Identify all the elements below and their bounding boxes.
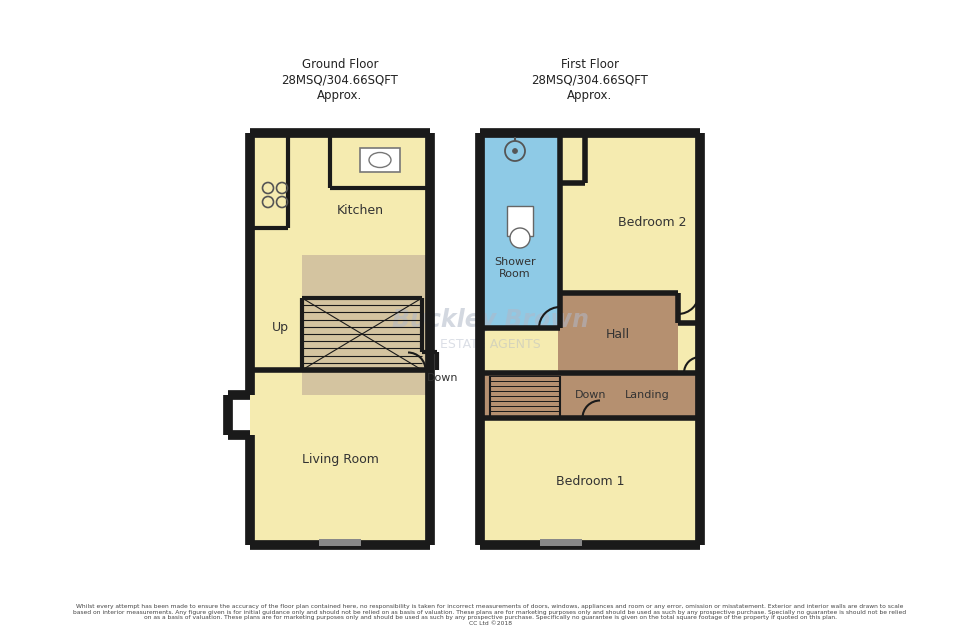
Bar — [480, 133, 560, 328]
Bar — [302, 298, 422, 370]
Bar — [480, 373, 700, 418]
Text: Down: Down — [427, 373, 459, 383]
Bar — [360, 148, 400, 172]
Text: Bedroom 1: Bedroom 1 — [556, 475, 624, 488]
Text: Bedroom 2: Bedroom 2 — [618, 217, 687, 229]
Text: Ground Floor
28MSQ/304.66SQFT
Approx.: Ground Floor 28MSQ/304.66SQFT Approx. — [281, 58, 399, 101]
Bar — [480, 133, 700, 545]
Text: Landing: Landing — [625, 390, 669, 400]
Bar — [302, 255, 430, 395]
Text: Up: Up — [272, 320, 289, 333]
Bar — [319, 539, 361, 546]
Text: Buckley Brown: Buckley Brown — [391, 308, 589, 332]
Ellipse shape — [369, 153, 391, 167]
Text: Kitchen: Kitchen — [336, 203, 383, 217]
Ellipse shape — [510, 228, 530, 248]
Text: Down: Down — [575, 390, 607, 400]
Bar — [507, 206, 533, 236]
Text: Shower
Room: Shower Room — [494, 257, 536, 279]
Bar — [540, 539, 582, 546]
Text: ESTATE AGENTS: ESTATE AGENTS — [440, 338, 540, 351]
Bar — [558, 293, 678, 373]
Text: First Floor
28MSQ/304.66SQFT
Approx.: First Floor 28MSQ/304.66SQFT Approx. — [531, 58, 649, 101]
Text: Living Room: Living Room — [302, 453, 378, 467]
Text: Hall: Hall — [606, 328, 630, 342]
Text: Whilst every attempt has been made to ensure the accuracy of the floor plan cont: Whilst every attempt has been made to en… — [74, 604, 907, 626]
Circle shape — [513, 149, 517, 153]
Bar — [250, 133, 430, 545]
